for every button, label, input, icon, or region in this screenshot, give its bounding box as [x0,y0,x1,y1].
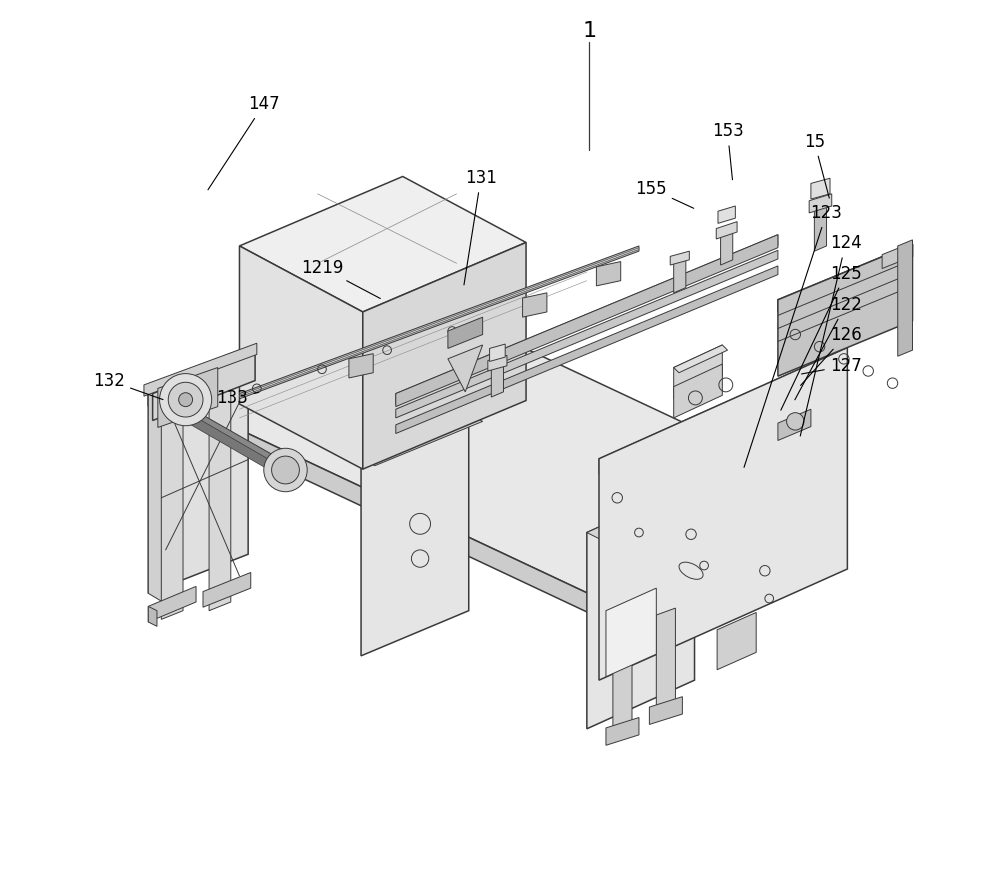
Polygon shape [148,389,166,604]
Circle shape [160,373,212,426]
Polygon shape [161,402,183,620]
Polygon shape [349,354,373,378]
Polygon shape [239,177,526,312]
Polygon shape [148,386,168,416]
Polygon shape [717,613,756,669]
Text: 153: 153 [712,122,743,180]
Circle shape [787,413,804,430]
Polygon shape [209,380,231,611]
Polygon shape [396,250,778,418]
Polygon shape [721,227,733,265]
Polygon shape [361,414,469,656]
Polygon shape [361,414,483,466]
Text: 155: 155 [635,180,694,208]
Polygon shape [148,607,157,627]
Polygon shape [396,266,778,434]
Polygon shape [649,697,682,725]
Polygon shape [148,586,196,622]
Polygon shape [426,447,445,581]
Text: 133: 133 [217,389,258,407]
Polygon shape [674,364,722,418]
Polygon shape [716,222,737,239]
Circle shape [264,448,307,492]
Polygon shape [596,261,621,286]
Polygon shape [613,608,632,739]
Text: 124: 124 [800,234,862,436]
Polygon shape [811,178,830,199]
Polygon shape [144,343,257,396]
Text: 1: 1 [582,21,597,40]
Polygon shape [599,348,847,680]
Polygon shape [523,293,547,317]
Text: 131: 131 [464,170,497,285]
Polygon shape [587,484,708,539]
Polygon shape [491,361,503,397]
Polygon shape [809,194,832,213]
Polygon shape [203,572,251,607]
Polygon shape [148,350,248,593]
Polygon shape [587,484,695,729]
Polygon shape [158,368,218,427]
Polygon shape [606,588,656,676]
Text: 126: 126 [801,326,862,385]
Polygon shape [396,234,778,406]
Polygon shape [239,247,639,397]
Polygon shape [363,242,526,469]
Polygon shape [490,344,505,362]
Polygon shape [148,288,847,599]
Polygon shape [898,239,913,357]
Polygon shape [239,246,639,399]
Polygon shape [814,201,827,251]
Text: 123: 123 [744,204,842,468]
Polygon shape [148,386,599,618]
Polygon shape [488,356,507,371]
Polygon shape [606,718,639,746]
Text: 127: 127 [801,357,862,375]
Circle shape [179,392,193,406]
Polygon shape [656,608,675,718]
Text: 122: 122 [795,296,862,399]
Polygon shape [718,206,735,224]
Polygon shape [674,345,722,399]
Polygon shape [674,254,686,293]
Text: 132: 132 [93,371,163,399]
Polygon shape [383,577,419,607]
Polygon shape [599,348,847,475]
Text: 147: 147 [208,95,280,190]
Circle shape [168,382,203,417]
Polygon shape [670,251,689,265]
Polygon shape [396,234,778,405]
Polygon shape [153,354,255,420]
Polygon shape [391,447,411,596]
Text: 1219: 1219 [301,259,380,299]
Polygon shape [448,317,483,349]
Polygon shape [882,242,913,268]
Polygon shape [778,244,913,312]
Polygon shape [674,345,728,372]
Circle shape [272,456,299,484]
Polygon shape [448,345,483,392]
Polygon shape [239,246,363,469]
Polygon shape [170,402,287,468]
Text: 15: 15 [804,133,829,198]
Polygon shape [778,409,811,440]
Text: 125: 125 [781,265,862,410]
Polygon shape [778,244,913,376]
Polygon shape [170,408,287,475]
Polygon shape [417,562,454,592]
